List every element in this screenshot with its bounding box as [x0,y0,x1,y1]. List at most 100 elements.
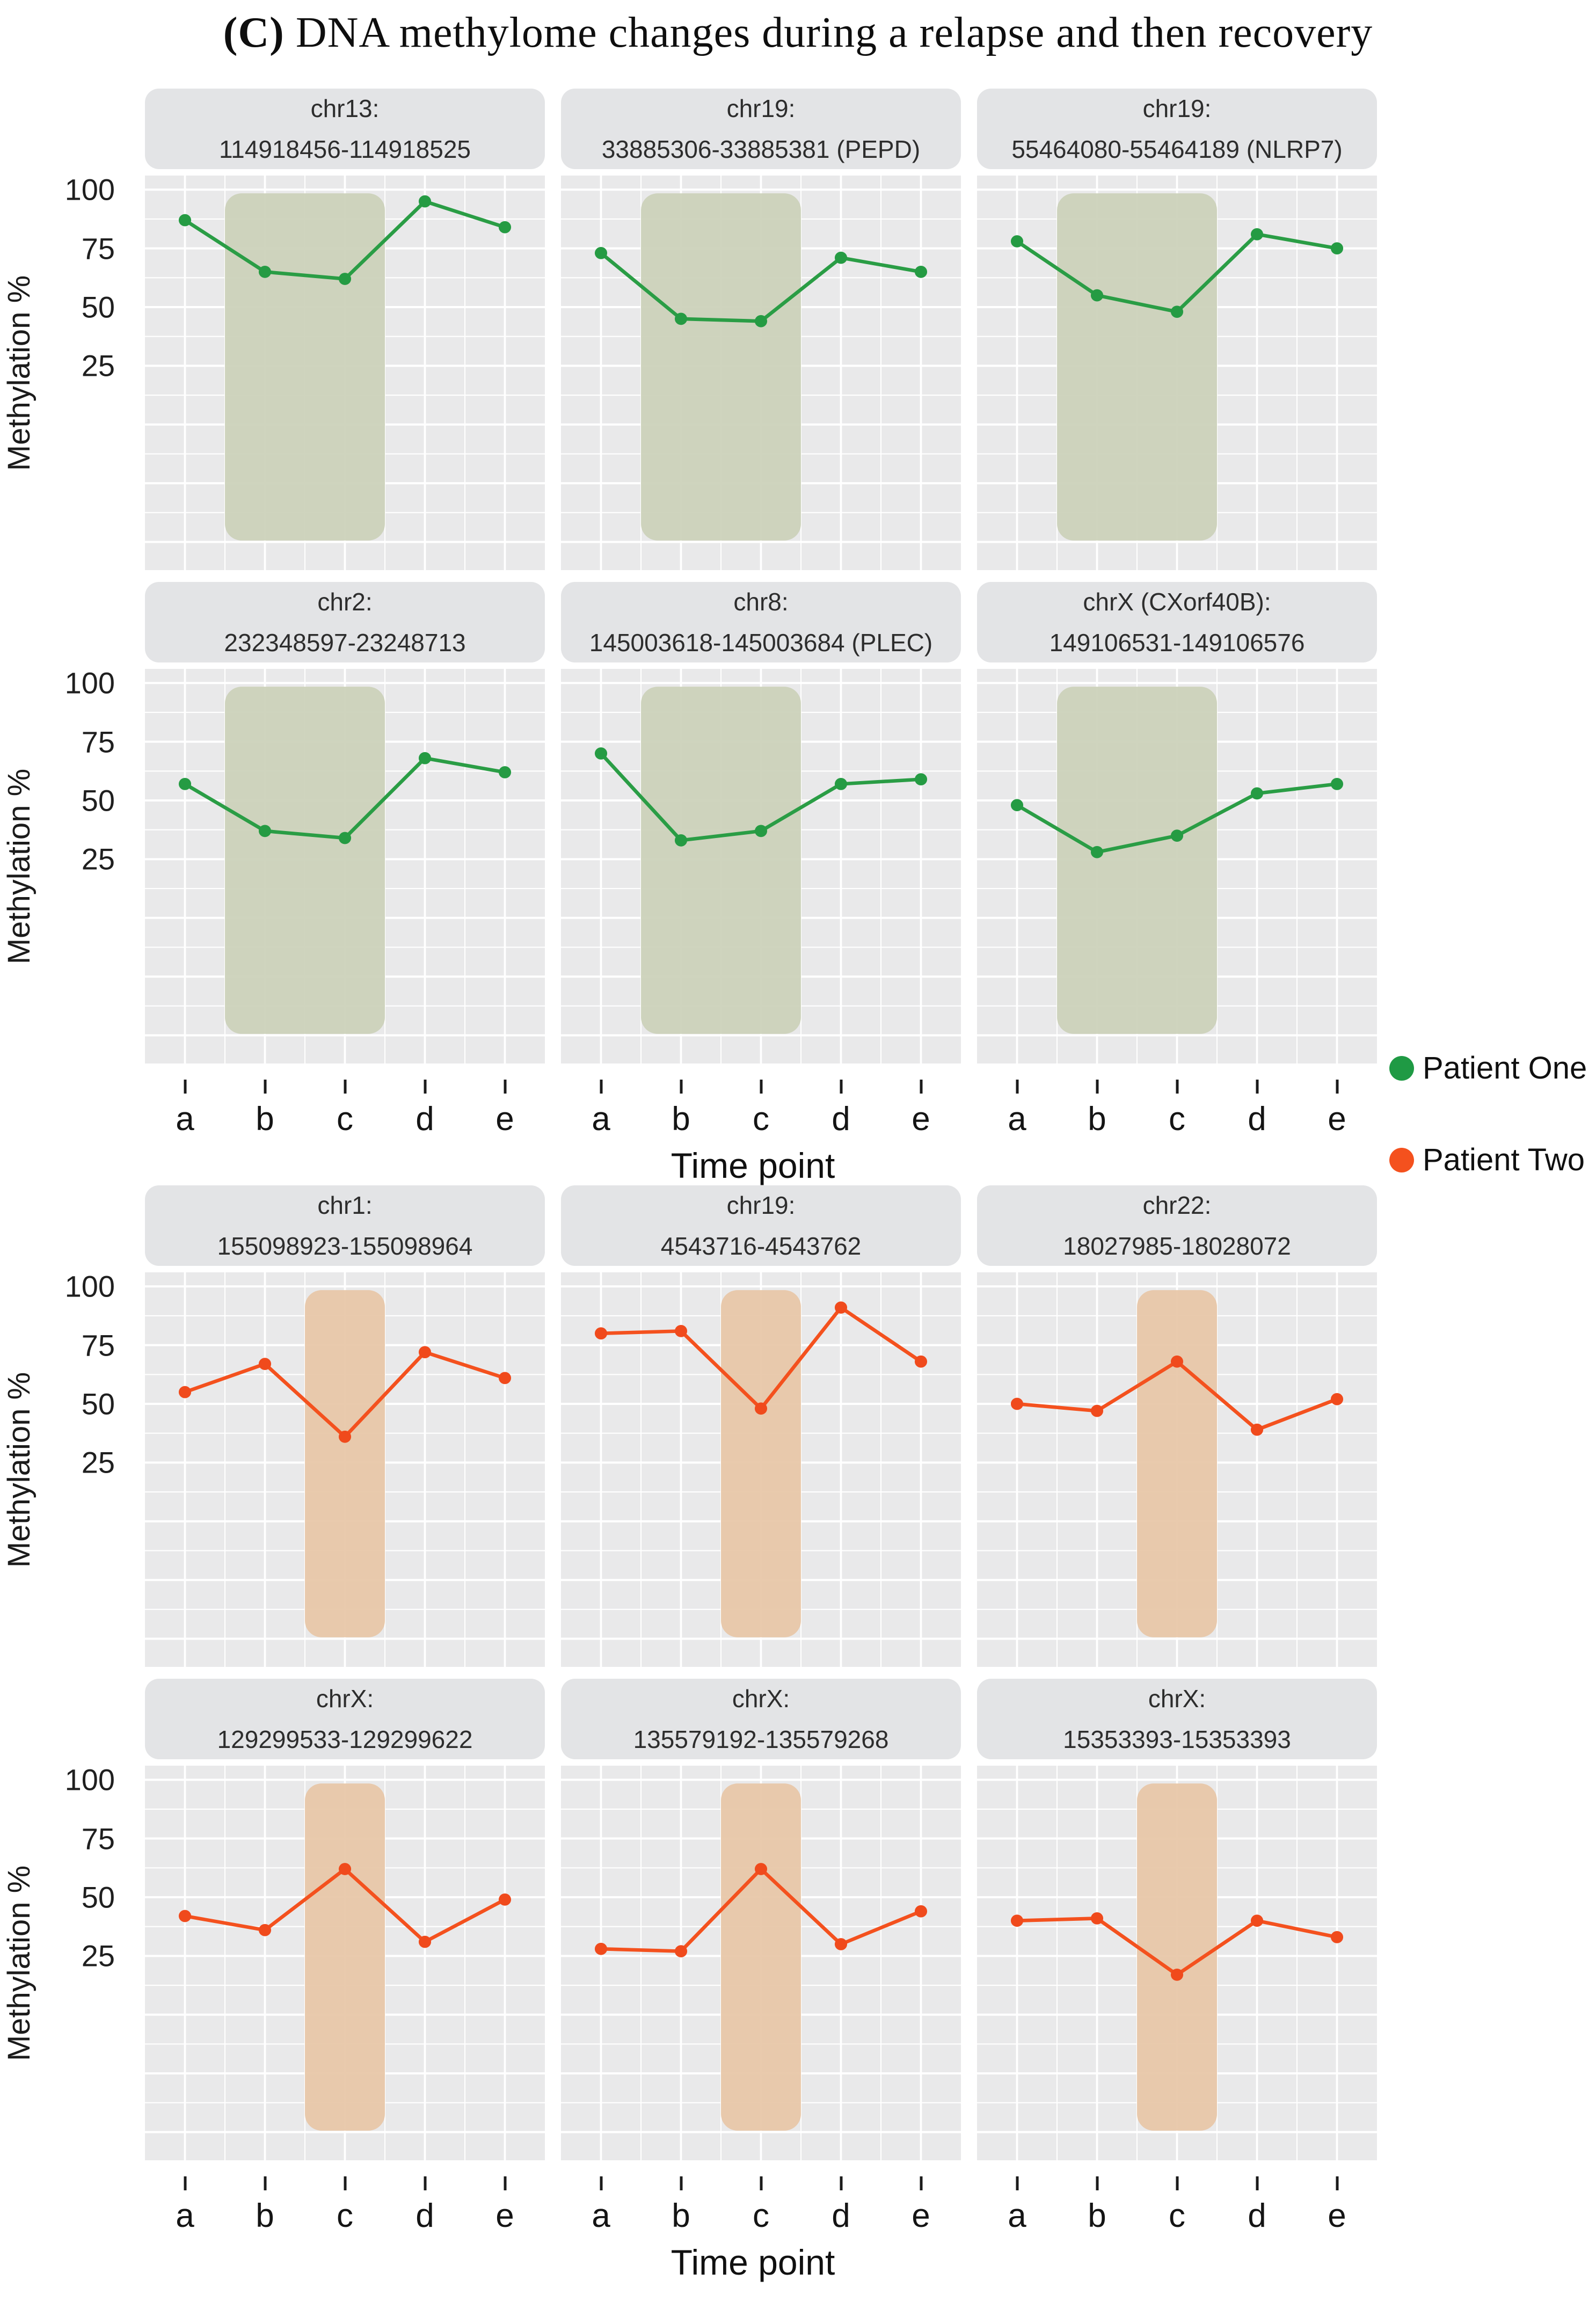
data-point [674,312,688,325]
data-point [594,747,608,760]
data-point [834,1938,848,1950]
panel-title-line1: chr2: [317,588,373,616]
panel-title-line1: chr19: [726,94,796,122]
panel-title-line2: 155098923-155098964 [217,1232,473,1260]
axis-gutter-spacer [0,2172,129,2238]
x-tick-label: b [672,1101,690,1138]
patient-two-dot-icon [1389,1147,1414,1172]
panel-title-line2: 135579192-135579268 [633,1725,889,1753]
relapse-highlight-band [225,193,385,541]
x-tick-mark [344,2176,346,2190]
facet-row: chr13: 114918456-114918525 chr19: 33885306-… [0,89,1596,570]
x-tick-mark [1256,2176,1258,2190]
x-tick-label: a [176,1101,194,1138]
facet-plot-svg [977,1766,1377,2160]
facet-plot-svg [561,669,961,1063]
facet-row: chrX: 129299533-129299622 chrX: 135579192-1… [0,1679,1596,2160]
x-tick-mark [1096,1080,1098,1094]
legend: Patient One Patient Two [1389,1050,1587,1178]
data-point [178,1386,192,1398]
x-tick-mark [504,2176,506,2190]
x-tick-label: c [753,2197,769,2234]
data-point [258,1924,272,1936]
data-point [594,1942,608,1955]
x-tick-mark [1336,1080,1338,1094]
x-tick-label: a [592,2197,610,2234]
data-point [418,752,432,764]
facet-plot-svg [145,1766,545,2160]
relapse-highlight-band [641,687,801,1034]
data-point [754,1863,768,1875]
data-point [498,221,512,234]
data-point [1330,1931,1344,1943]
facet-plot-svg [145,176,545,570]
x-tick-mark [1256,1080,1258,1094]
data-point [1010,799,1024,812]
x-tick-mark [840,2176,842,2190]
y-axis-label: Methylation % [2,1865,37,2061]
x-tick-mark [424,1080,426,1094]
y-tick-label: 100 [64,1762,115,1797]
facet-plot-svg [977,669,1377,1063]
y-tick-label: 100 [64,172,115,207]
axis-gutter-spacer [0,1075,129,1141]
patient-two-facet-grid: chr1: 155098923-155098964 chr19: 4543716-45… [0,1185,1596,2283]
panel-title-line2: 114918456-114918525 [219,135,471,163]
y-tick-label: 75 [81,231,115,266]
relapse-highlight-band [225,687,385,1034]
x-tick-mark [840,1080,842,1094]
relapse-highlight-band [1057,193,1217,541]
data-point [338,1430,352,1443]
panel-title-line2: 149106531-149106576 [1049,629,1305,657]
panel-title-line1: chr13: [310,94,380,122]
header-gutter-spacer [0,1679,129,1759]
data-point [1250,228,1264,241]
data-point [258,825,272,837]
y-tick-label: 75 [81,1822,115,1856]
facet-plot-svg [561,1272,961,1667]
x-tick-mark [600,2176,602,2190]
data-point [178,214,192,227]
x-tick-mark [184,1080,186,1094]
x-tick-label: b [256,1101,274,1138]
panel-title-line1: chrX (CXorf40B): [1083,588,1271,616]
x-tick-label: d [832,2197,850,2234]
facet-panel [145,176,545,570]
data-point [914,265,928,278]
x-tick-mark [264,2176,266,2190]
facet-panel [561,1766,961,2160]
data-point [498,1372,512,1385]
facet-plot-svg [145,669,545,1063]
data-point [754,315,768,327]
relapse-highlight-band [1057,687,1217,1034]
x-tick-mark [424,2176,426,2190]
x-tick-label: e [912,2197,930,2234]
x-tick-label: e [495,2197,514,2234]
x-tick-mark [1016,2176,1018,2190]
relapse-highlight-band [1137,1290,1217,1637]
panel-title-line2: 145003618-145003684 (PLEC) [589,629,933,657]
panel-header: chrX: 15353393-15353393 [977,1679,1377,1759]
figure-title-text: DNA methylome changes during a relapse a… [284,9,1373,56]
data-point [1090,1404,1104,1417]
y-tick-label: 25 [81,348,115,383]
data-point [754,1402,768,1415]
data-point [834,1301,848,1314]
facet-panel [977,176,1377,570]
panel-title-line1: chrX: [732,1685,790,1713]
data-point [178,1910,192,1922]
x-tick-label: d [1248,1101,1266,1138]
data-point [834,777,848,790]
y-tick-label: 25 [81,842,115,876]
panel-title-line2: 55464080-55464189 (NLRP7) [1011,135,1343,163]
panel-title-line1: chr19: [1142,94,1212,122]
x-axis-cell: a b c d e [561,2172,961,2238]
panel-header: chr8: 145003618-145003684 (PLEC) [561,582,961,662]
data-point [1090,289,1104,302]
x-tick-label: b [1088,1101,1106,1138]
x-tick-mark [264,1080,266,1094]
panel-header: chrX: 129299533-129299622 [145,1679,545,1759]
x-axis-cell: a b c d e [145,2172,545,2238]
data-point [594,1327,608,1340]
